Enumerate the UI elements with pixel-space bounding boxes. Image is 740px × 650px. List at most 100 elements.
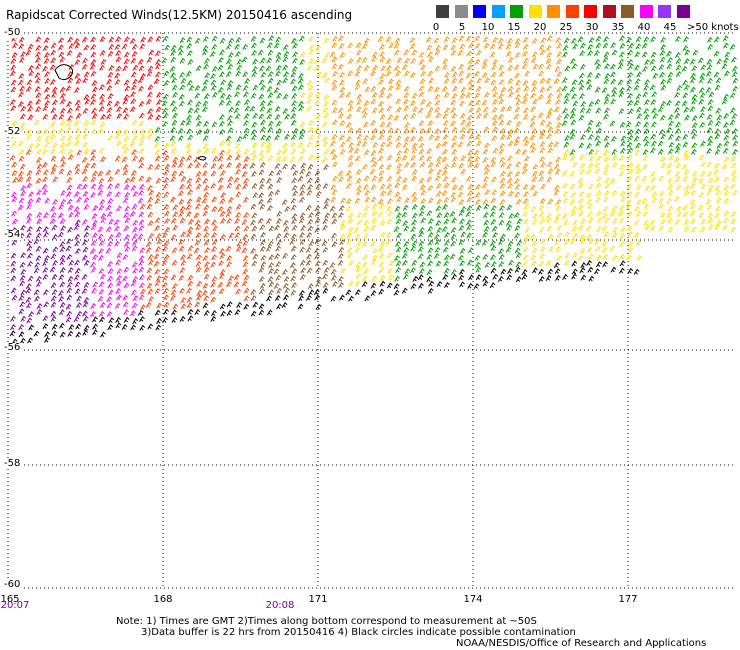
wind-barb bbox=[339, 120, 346, 127]
wind-barb bbox=[730, 162, 737, 169]
wind-barb bbox=[35, 177, 42, 184]
wind-barb bbox=[418, 148, 425, 155]
wind-barb bbox=[339, 51, 346, 59]
wind-barb bbox=[451, 93, 458, 100]
wind-barb bbox=[636, 71, 642, 78]
wind-barb bbox=[585, 191, 592, 199]
wind-barb bbox=[307, 225, 314, 232]
wind-barb bbox=[417, 253, 424, 260]
wind-barb bbox=[506, 119, 513, 126]
wind-barb bbox=[116, 205, 122, 212]
wind-barb bbox=[443, 260, 450, 267]
wind-barb bbox=[92, 316, 98, 323]
wind-barb bbox=[577, 204, 584, 211]
wind-barb bbox=[274, 253, 280, 260]
wind-barb bbox=[356, 240, 362, 247]
wind-barb bbox=[418, 91, 425, 98]
wind-barb bbox=[521, 63, 528, 70]
wind-barb bbox=[252, 112, 259, 119]
wind-barb bbox=[603, 231, 610, 238]
wind-barb bbox=[420, 198, 427, 205]
wind-barb bbox=[570, 119, 577, 126]
wind-barb bbox=[226, 154, 233, 161]
wind-barb bbox=[202, 302, 209, 309]
wind-barb bbox=[140, 36, 147, 43]
wind-barb bbox=[491, 225, 498, 232]
wind-barb bbox=[651, 91, 658, 98]
wind-barb bbox=[90, 183, 97, 190]
wind-barb bbox=[627, 246, 634, 254]
wind-barb bbox=[539, 198, 546, 205]
wind-barb bbox=[195, 260, 202, 267]
wind-barb bbox=[409, 267, 416, 274]
wind-barb bbox=[268, 281, 275, 288]
wind-barb bbox=[604, 217, 610, 224]
wind-barb bbox=[361, 261, 368, 268]
wind-barb bbox=[420, 64, 426, 71]
wind-barb bbox=[202, 143, 209, 150]
wind-barb bbox=[276, 79, 283, 86]
wind-barb bbox=[370, 156, 377, 163]
wind-barb bbox=[418, 282, 424, 289]
wind-barb bbox=[138, 211, 145, 218]
wind-barb bbox=[562, 154, 568, 161]
wind-barb bbox=[594, 238, 601, 245]
wind-barb bbox=[730, 226, 737, 233]
wind-barb bbox=[51, 91, 57, 98]
wind-barb bbox=[298, 295, 304, 302]
wind-barb bbox=[524, 234, 530, 241]
wind-barb bbox=[481, 239, 488, 246]
wind-barb bbox=[11, 196, 18, 203]
wind-barb bbox=[450, 65, 457, 73]
wind-barb bbox=[155, 35, 162, 42]
wind-barb bbox=[138, 183, 145, 190]
wind-barb bbox=[147, 113, 154, 120]
wind-barb bbox=[148, 49, 155, 56]
wind-barb bbox=[457, 191, 464, 198]
wind-barb bbox=[275, 36, 282, 43]
wind-barb bbox=[354, 289, 361, 296]
wind-barb bbox=[292, 190, 299, 197]
wind-barb bbox=[155, 106, 162, 113]
wind-barb bbox=[396, 232, 403, 239]
wind-barb bbox=[202, 282, 209, 289]
wind-barb bbox=[434, 86, 440, 93]
wind-barb bbox=[425, 127, 432, 134]
wind-barb bbox=[458, 239, 465, 246]
wind-barb bbox=[187, 245, 194, 252]
wind-barb bbox=[172, 204, 179, 211]
wind-barb bbox=[578, 210, 585, 217]
wind-barb bbox=[723, 70, 730, 77]
wind-barb bbox=[497, 43, 504, 50]
wind-barb bbox=[164, 218, 170, 225]
wind-barb bbox=[386, 141, 393, 148]
wind-barb bbox=[634, 175, 640, 182]
wind-barb bbox=[427, 231, 434, 238]
wind-barb bbox=[658, 203, 665, 210]
wind-barb bbox=[393, 65, 400, 72]
wind-barb bbox=[138, 266, 145, 273]
wind-barb bbox=[113, 219, 120, 226]
wind-barb bbox=[339, 148, 346, 156]
wind-barb bbox=[81, 156, 88, 164]
wind-barb bbox=[345, 183, 352, 190]
wind-barb bbox=[163, 70, 170, 77]
wind-barb bbox=[667, 217, 673, 224]
wind-barb bbox=[107, 260, 113, 268]
wind-barb bbox=[457, 49, 464, 56]
wind-barb bbox=[649, 219, 656, 226]
wind-barb bbox=[347, 105, 354, 112]
lon-label: 171 bbox=[308, 594, 328, 605]
wind-barb bbox=[442, 148, 448, 155]
wind-barb bbox=[74, 233, 81, 240]
wind-barb bbox=[124, 85, 131, 92]
wind-barb bbox=[249, 105, 256, 112]
wind-barb bbox=[522, 246, 529, 253]
wind-barb bbox=[378, 170, 385, 177]
wind-barb bbox=[633, 268, 640, 275]
wind-barb bbox=[660, 133, 667, 140]
wind-barb bbox=[498, 70, 505, 77]
wind-barb bbox=[259, 161, 266, 169]
wind-barb bbox=[314, 210, 321, 217]
wind-barb bbox=[506, 163, 513, 170]
